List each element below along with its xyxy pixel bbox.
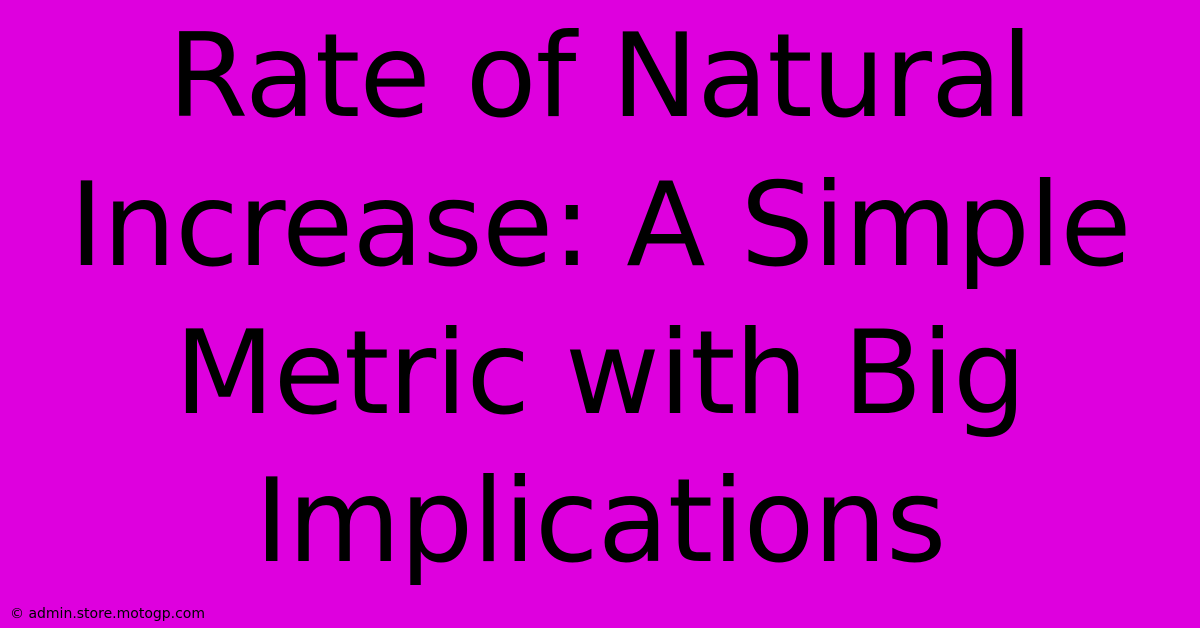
page-title: Rate of Natural Increase: A Simple Metri… bbox=[0, 0, 1200, 600]
footer-credit: © admin.store.motogp.com bbox=[10, 606, 205, 622]
